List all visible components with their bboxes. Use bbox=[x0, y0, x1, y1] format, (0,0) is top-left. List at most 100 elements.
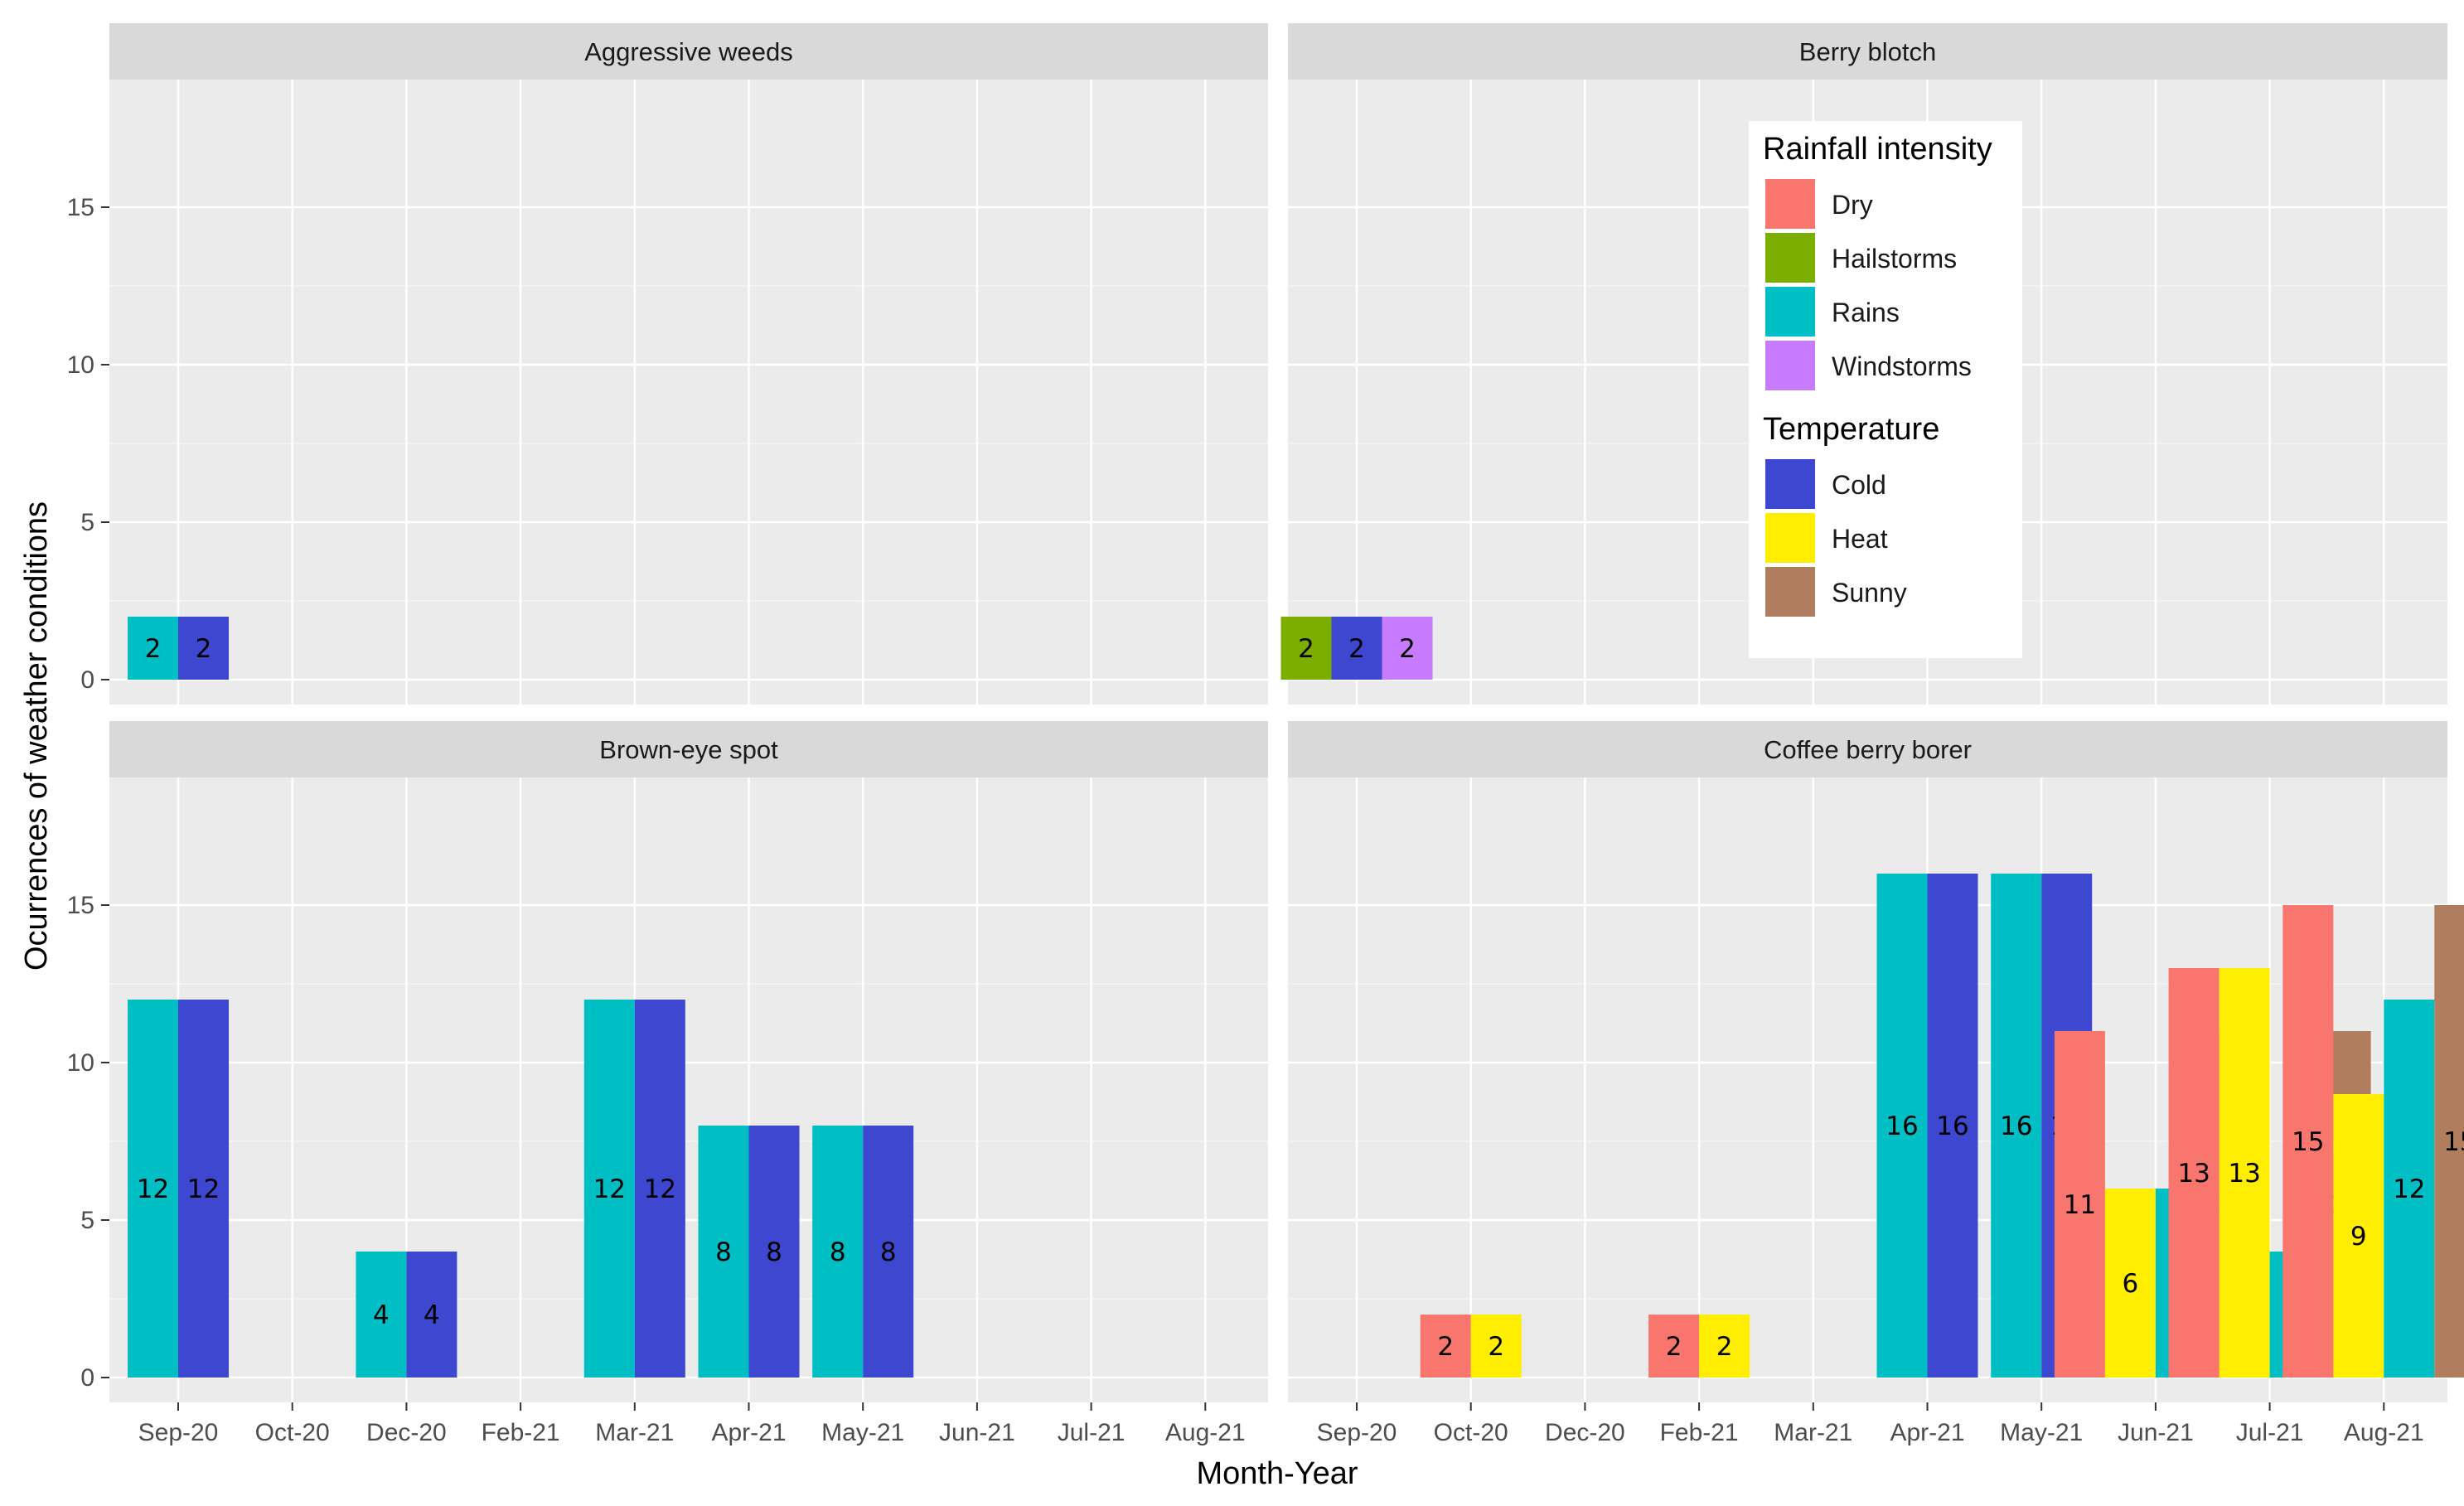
x-tick-label: Oct-20 bbox=[255, 1419, 330, 1446]
bar-brown-eye-spot-may-21-rains bbox=[812, 1126, 864, 1378]
x-tick-label: Mar-21 bbox=[1774, 1419, 1852, 1446]
bar-brown-eye-spot-dec-20-cold bbox=[406, 1252, 457, 1378]
x-tick-label: Oct-20 bbox=[1434, 1419, 1508, 1446]
bar-label-coffee-berry-borer-jun-21-dry: 11 bbox=[2064, 1190, 2096, 1220]
panels-layer: Aggressive weeds 2 2 Berry blotch 2 2 2 Brown-e… bbox=[109, 23, 2464, 1402]
bar-berry-blotch-sep-20-hailstorms bbox=[1280, 617, 1332, 680]
bar-label-brown-eye-spot-apr-21-rains: 8 bbox=[715, 1237, 732, 1267]
legend-key-cold bbox=[1765, 459, 1815, 509]
bar-brown-eye-spot-mar-21-rains bbox=[583, 1000, 635, 1378]
legend-label-sunny: Sunny bbox=[1832, 578, 1907, 608]
x-tick-label: Aug-21 bbox=[2344, 1419, 2424, 1446]
plot-area-brown-eye-spot bbox=[109, 777, 1268, 1402]
bar-label-coffee-berry-borer-aug-21-sunny: 15 bbox=[2443, 1127, 2464, 1157]
x-tick-label: Jul-21 bbox=[2236, 1419, 2304, 1446]
x-tick-label: May-21 bbox=[821, 1419, 904, 1446]
legend-label-hailstorms: Hailstorms bbox=[1832, 244, 1957, 274]
bar-label-coffee-berry-borer-aug-21-heat: 9 bbox=[2350, 1222, 2367, 1252]
x-tick-label: May-21 bbox=[2000, 1419, 2083, 1446]
bar-label-coffee-berry-borer-jun-21-heat: 6 bbox=[2123, 1269, 2139, 1299]
bar-label-brown-eye-spot-dec-20-cold: 4 bbox=[424, 1300, 440, 1330]
legend-key-hailstorms bbox=[1765, 233, 1815, 283]
bar-label-coffee-berry-borer-feb-21-dry: 2 bbox=[1666, 1332, 1682, 1362]
strip-berry-blotch bbox=[1288, 23, 2447, 80]
bar-label-brown-eye-spot-dec-20-rains: 4 bbox=[373, 1300, 390, 1330]
x-tick-label: Dec-20 bbox=[366, 1419, 447, 1446]
bar-label-coffee-berry-borer-apr-21-rains: 16 bbox=[1886, 1111, 1918, 1141]
y-tick-label: 10 bbox=[67, 351, 94, 379]
bar-label-coffee-berry-borer-may-21-rains: 16 bbox=[2000, 1111, 2032, 1141]
bar-label-coffee-berry-borer-jul-21-heat: 13 bbox=[2228, 1159, 2260, 1189]
x-tick-label: Apr-21 bbox=[1890, 1419, 1964, 1446]
bar-label-coffee-berry-borer-feb-21-heat: 2 bbox=[1716, 1332, 1733, 1362]
legend-key-sunny bbox=[1765, 567, 1815, 617]
x-tick-label: Jun-21 bbox=[939, 1419, 1015, 1446]
strip-title-berry-blotch: Berry blotch bbox=[1799, 37, 1936, 66]
bar-coffee-berry-borer-may-21-rains bbox=[1991, 874, 2042, 1378]
bar-label-berry-blotch-sep-20-windstorms: 2 bbox=[1399, 634, 1416, 664]
legend-key-rains bbox=[1765, 287, 1815, 337]
strip-title-aggressive-weeds: Aggressive weeds bbox=[584, 37, 793, 66]
bar-brown-eye-spot-may-21-cold bbox=[863, 1126, 914, 1378]
x-tick-label: Jun-21 bbox=[2118, 1419, 2194, 1446]
bar-coffee-berry-borer-oct-20-dry bbox=[1420, 1315, 1471, 1378]
bar-coffee-berry-borer-oct-20-heat bbox=[1470, 1315, 1522, 1378]
legend-label-dry: Dry bbox=[1832, 190, 1873, 220]
bar-label-brown-eye-spot-may-21-rains: 8 bbox=[830, 1237, 846, 1267]
legend-label-cold: Cold bbox=[1832, 470, 1886, 500]
x-tick-label: Jul-21 bbox=[1058, 1419, 1126, 1446]
strip-title-brown-eye-spot: Brown-eye spot bbox=[599, 735, 778, 764]
legend-key-windstorms bbox=[1765, 341, 1815, 390]
bar-label-aggressive-weeds-sep-20-rains: 2 bbox=[145, 634, 162, 664]
legend-label-heat: Heat bbox=[1832, 524, 1888, 554]
y-tick-label: 5 bbox=[80, 1207, 94, 1234]
bar-label-brown-eye-spot-apr-21-cold: 8 bbox=[766, 1237, 782, 1267]
strip-brown-eye-spot bbox=[109, 721, 1268, 777]
bar-brown-eye-spot-dec-20-rains bbox=[356, 1252, 407, 1378]
bar-berry-blotch-sep-20-windstorms bbox=[1382, 617, 1433, 680]
bar-brown-eye-spot-sep-20-rains bbox=[128, 1000, 178, 1378]
bar-label-brown-eye-spot-sep-20-cold: 12 bbox=[187, 1174, 220, 1204]
bar-label-coffee-berry-borer-aug-21-dry: 15 bbox=[2292, 1127, 2324, 1157]
bar-label-coffee-berry-borer-oct-20-dry: 2 bbox=[1437, 1332, 1454, 1362]
bar-label-brown-eye-spot-sep-20-rains: 12 bbox=[137, 1174, 169, 1204]
bar-coffee-berry-borer-aug-21-dry bbox=[2282, 905, 2334, 1378]
bar-coffee-berry-borer-jul-21-dry bbox=[2168, 968, 2220, 1378]
panel-brown-eye-spot: Brown-eye spot 12 12 4 4 12 12 8 8 8 8 bbox=[109, 721, 1268, 1402]
panel-coffee-berry-borer: Coffee berry borer2222161616161166111313… bbox=[1288, 721, 2464, 1402]
bar-brown-eye-spot-apr-21-rains bbox=[698, 1126, 749, 1378]
x-tick-label: Mar-21 bbox=[595, 1419, 674, 1446]
strip-coffee-berry-borer bbox=[1288, 721, 2447, 777]
bar-label-brown-eye-spot-mar-21-rains: 12 bbox=[593, 1174, 626, 1204]
bar-coffee-berry-borer-feb-21-dry bbox=[1648, 1315, 1700, 1378]
axes-layer: 0 5 10 15 0 5 10 15 Sep-20 Oct-20 Dec-20 Feb-21 Mar-… bbox=[67, 194, 2424, 1446]
x-tick-label: Dec-20 bbox=[1545, 1419, 1625, 1446]
legend-title-temperature: Temperature bbox=[1763, 412, 1939, 447]
bar-coffee-berry-borer-aug-21-heat bbox=[2333, 1094, 2384, 1378]
bar-coffee-berry-borer-apr-21-rains bbox=[1876, 874, 1928, 1378]
strip-title-coffee-berry-borer: Coffee berry borer bbox=[1764, 735, 1972, 764]
legend-label-rains: Rains bbox=[1832, 298, 1900, 327]
y-tick-label: 10 bbox=[67, 1049, 94, 1077]
bar-coffee-berry-borer-jul-21-heat bbox=[2219, 968, 2270, 1378]
y-axis-title: Ocurrences of weather conditions bbox=[19, 501, 54, 971]
legend-key-dry bbox=[1765, 179, 1815, 229]
y-tick-label: 0 bbox=[80, 1364, 94, 1392]
bar-coffee-berry-borer-apr-21-cold bbox=[1927, 874, 1978, 1378]
bar-label-coffee-berry-borer-jul-21-dry: 13 bbox=[2177, 1159, 2210, 1189]
bar-label-coffee-berry-borer-oct-20-heat: 2 bbox=[1488, 1332, 1504, 1362]
x-tick-label: Feb-21 bbox=[1660, 1419, 1739, 1446]
bar-aggressive-weeds-sep-20-cold bbox=[178, 617, 229, 680]
x-axis-title: Month-Year bbox=[1196, 1456, 1358, 1491]
bar-label-berry-blotch-sep-20-hailstorms: 2 bbox=[1298, 634, 1314, 664]
legend: Rainfall intensity Dry Hailstorms Rains Wind… bbox=[1749, 121, 2022, 658]
bar-label-berry-blotch-sep-20-cold: 2 bbox=[1348, 634, 1365, 664]
bar-coffee-berry-borer-feb-21-heat bbox=[1699, 1315, 1750, 1378]
bar-label-brown-eye-spot-mar-21-cold: 12 bbox=[644, 1174, 676, 1204]
bar-label-brown-eye-spot-may-21-cold: 8 bbox=[880, 1237, 897, 1267]
y-tick-label: 15 bbox=[67, 194, 94, 221]
bar-berry-blotch-sep-20-cold bbox=[1331, 617, 1382, 680]
x-tick-label: Apr-21 bbox=[711, 1419, 786, 1446]
bar-aggressive-weeds-sep-20-rains bbox=[128, 617, 178, 680]
